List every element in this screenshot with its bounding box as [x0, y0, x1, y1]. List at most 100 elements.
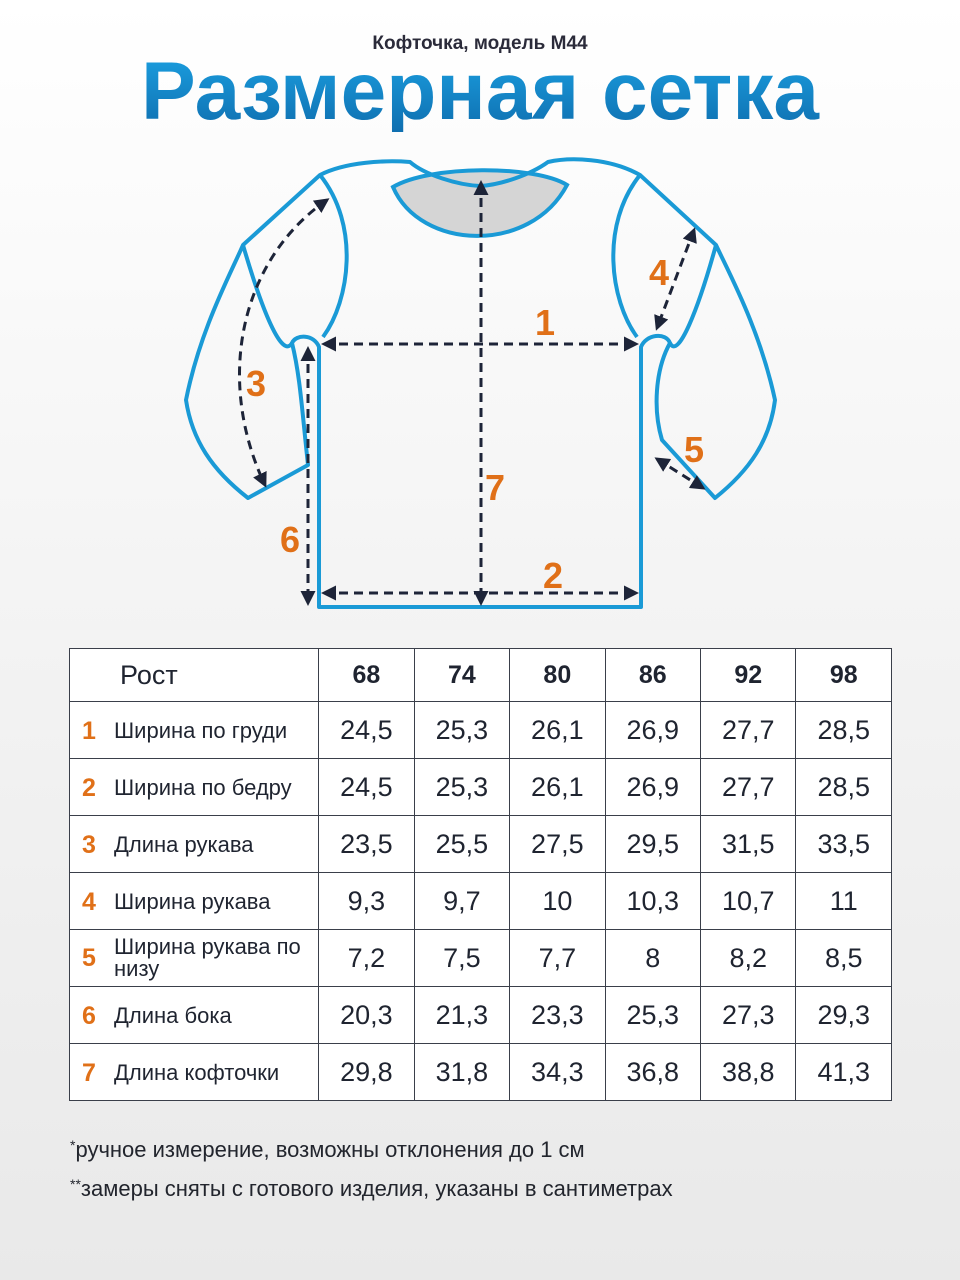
page-title: Размерная сетка: [0, 51, 960, 133]
table-cell: 25,3: [604, 986, 702, 1044]
table-row: 1 Ширина по груди 24,5 25,3 26,1 26,9 27,…: [68, 701, 892, 759]
table-cell: 23,5: [318, 815, 415, 873]
table-cell: 27,3: [700, 986, 797, 1044]
table-cell: 9,3: [318, 872, 415, 930]
row-label: 6 Длина бока: [68, 986, 320, 1044]
size-header: 98: [795, 648, 892, 702]
table-cell: 26,9: [604, 758, 702, 816]
table-cell: 9,7: [413, 872, 511, 930]
row-name: Ширина рукава по низу: [114, 934, 301, 981]
row-label: 4 Ширина рукава: [68, 872, 320, 930]
table-cell: 8: [604, 929, 702, 987]
size-header: 92: [700, 648, 797, 702]
size-header: 68: [318, 648, 415, 702]
table-cell: 31,5: [700, 815, 797, 873]
left-raglan-seam: [318, 173, 349, 339]
table-cell: 28,5: [795, 758, 892, 816]
table-cell: 23,3: [509, 986, 606, 1044]
table-cell: 27,7: [700, 701, 797, 759]
table-cell: 28,5: [795, 701, 892, 759]
table-cell: 8,2: [700, 929, 797, 987]
table-cell: 8,5: [795, 929, 892, 987]
row-label: 1 Ширина по груди: [68, 701, 320, 759]
row-number: 3: [82, 830, 96, 859]
row-name: Длина бока: [114, 1003, 232, 1029]
arrow-4-sleeve-width: [654, 227, 697, 331]
label-3: 3: [246, 363, 266, 404]
footnote-mark: **: [70, 1176, 81, 1192]
label-7: 7: [485, 467, 505, 508]
right-sleeve-fold: [668, 244, 718, 349]
row-label: 7 Длина кофточки: [68, 1043, 320, 1101]
footnote-mark: *: [70, 1137, 76, 1153]
table-cell: 10: [509, 872, 606, 930]
table-cell: 26,1: [509, 758, 606, 816]
footnote-text: замеры сняты с готового изделия, указаны…: [80, 1176, 673, 1201]
footnote-manual-measurement: *ручное измерение, возможны отклонения д…: [70, 1137, 585, 1163]
row-label: 3 Длина рукава: [68, 815, 320, 873]
table-row: 5 Ширина рукава по низу 7,2 7,5 7,7 8 8,2…: [68, 929, 892, 987]
table-cell: 31,8: [413, 1043, 511, 1101]
left-sleeve-fold: [241, 244, 294, 349]
table-cell: 26,9: [604, 701, 702, 759]
table-cell: 27,7: [700, 758, 797, 816]
row-number: 4: [82, 887, 96, 916]
label-1: 1: [535, 302, 555, 343]
label-4: 4: [649, 252, 669, 293]
label-2: 2: [543, 555, 563, 596]
row-number: 6: [82, 1001, 96, 1030]
table-cell: 26,1: [509, 701, 606, 759]
table-row: 6 Длина бока 20,3 21,3 23,3 25,3 27,3 29,…: [68, 986, 892, 1044]
table-cell: 7,2: [318, 929, 415, 987]
row-name: Ширина по бедру: [114, 775, 292, 801]
row-label: 2 Ширина по бедру: [68, 758, 320, 816]
table-cell: 38,8: [700, 1043, 797, 1101]
row-name: Ширина по груди: [114, 718, 288, 744]
table-cell: 33,5: [795, 815, 892, 873]
table-cell: 11: [795, 872, 892, 930]
table-cell: 36,8: [604, 1043, 702, 1101]
table-cell: 7,7: [509, 929, 606, 987]
arrow-5-cuff: [654, 457, 706, 490]
arrow-3-sleeve: [238, 198, 330, 488]
table-cell: 41,3: [795, 1043, 892, 1101]
row-name: Ширина рукава: [114, 889, 271, 915]
footnote-units: **замеры сняты с готового изделия, указа…: [70, 1176, 673, 1202]
table-cell: 25,3: [413, 701, 511, 759]
row-name: Длина рукава: [114, 832, 254, 858]
table-cell: 24,5: [318, 701, 415, 759]
garment-diagram: 1 2 3 4 5 6 7: [184, 157, 777, 609]
footnote-text: ручное измерение, возможны отклонения до…: [75, 1137, 585, 1162]
right-raglan-seam: [611, 173, 642, 339]
table-cell: 29,8: [318, 1043, 415, 1101]
row-name: Длина кофточки: [114, 1060, 280, 1086]
table-cell: 21,3: [413, 986, 511, 1044]
size-header: 80: [509, 648, 606, 702]
size-header: 86: [604, 648, 702, 702]
table-cell: 24,5: [318, 758, 415, 816]
row-number: 2: [82, 773, 96, 802]
table-row: 2 Ширина по бедру 24,5 25,3 26,1 26,9 27,…: [68, 758, 892, 816]
table-cell: 20,3: [318, 986, 415, 1044]
row-label: 5 Ширина рукава по низу: [68, 929, 320, 987]
table-header-row: Рост 68 74 80 86 92 98: [68, 648, 892, 702]
table-cell: 34,3: [509, 1043, 606, 1101]
table-cell: 25,3: [413, 758, 511, 816]
table-cell: 10,7: [700, 872, 797, 930]
table-cell: 25,5: [413, 815, 511, 873]
product-subtitle: Кофточка, модель М44: [372, 33, 588, 54]
table-cell: 7,5: [413, 929, 511, 987]
table-row: 7 Длина кофточки 29,8 31,8 34,3 36,8 38,8…: [68, 1043, 892, 1101]
table-row: 4 Ширина рукава 9,3 9,7 10 10,3 10,7 11: [68, 872, 892, 930]
label-6: 6: [280, 519, 300, 560]
table-cell: 29,3: [795, 986, 892, 1044]
label-5: 5: [684, 429, 704, 470]
row-number: 7: [82, 1058, 96, 1087]
row-number: 5: [82, 943, 96, 972]
table-cell: 27,5: [509, 815, 606, 873]
size-table: Рост 68 74 80 86 92 98 1 Ширина по груди …: [68, 648, 892, 1101]
height-header: Рост: [68, 648, 320, 702]
size-header: 74: [413, 648, 511, 702]
row-number: 1: [82, 716, 96, 745]
table-cell: 10,3: [604, 872, 702, 930]
